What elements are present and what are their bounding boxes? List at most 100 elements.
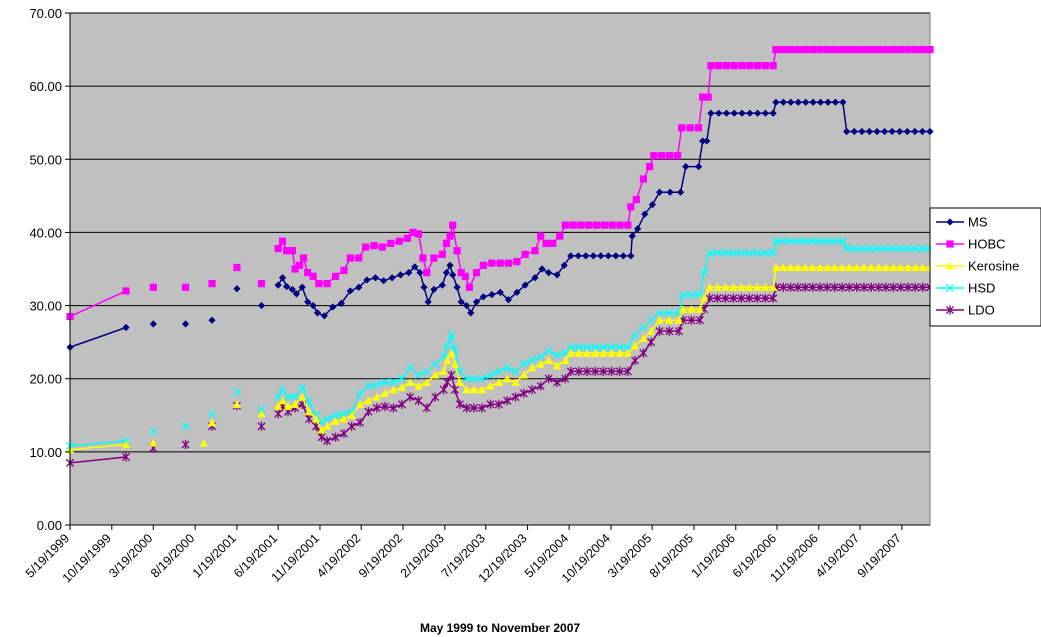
point-hobc: [860, 45, 868, 54]
point-hsd: [769, 248, 778, 257]
point-hsd: [447, 330, 456, 339]
point-hobc: [361, 243, 370, 251]
point-hobc: [658, 152, 666, 160]
point-hobc: [488, 259, 496, 267]
point-hobc: [446, 232, 454, 240]
point-ms: [388, 274, 396, 282]
point-ms: [918, 127, 927, 136]
point-ldo: [462, 403, 471, 413]
point-kerosine: [639, 334, 648, 343]
point-ms: [802, 98, 810, 106]
point-kerosine: [322, 422, 332, 430]
point-kerosine: [705, 283, 714, 291]
point-ldo: [793, 282, 802, 292]
point-hobc: [632, 195, 640, 204]
point-hobc: [453, 247, 461, 255]
point-ldo: [911, 282, 920, 292]
point-ms: [699, 137, 707, 145]
point-hsd: [713, 248, 722, 257]
point-ms: [449, 271, 457, 279]
point-hsd: [380, 378, 390, 387]
point-hsd: [615, 343, 624, 352]
point-hsd: [888, 244, 897, 253]
point-kerosine: [503, 374, 512, 383]
point-ms: [666, 188, 674, 196]
point-hobc: [479, 261, 487, 269]
point-hobc: [346, 254, 354, 262]
point-hobc: [650, 152, 658, 160]
point-kerosine: [699, 294, 709, 302]
point-kerosine: [364, 396, 373, 405]
point-hobc: [387, 239, 395, 247]
point-hsd: [831, 237, 840, 246]
point-ms: [772, 98, 780, 106]
point-hsd: [544, 346, 553, 355]
point-hsd: [274, 392, 283, 402]
point-kerosine: [837, 263, 847, 272]
point-hsd: [903, 244, 912, 253]
y-tick-label: 10.00: [29, 445, 62, 460]
y-tick-label: 20.00: [29, 372, 62, 387]
point-ms: [355, 283, 363, 291]
point-hsd: [389, 378, 398, 387]
point-kerosine: [793, 263, 803, 272]
point-ldo: [380, 401, 390, 412]
point-hsd: [323, 414, 332, 424]
point-ms: [521, 281, 529, 289]
point-hsd: [486, 370, 495, 380]
point-ldo: [486, 399, 495, 409]
point-hsd: [414, 370, 423, 380]
point-hsd: [655, 308, 664, 317]
point-ms: [467, 309, 475, 317]
point-ms: [457, 298, 465, 306]
legend-label-hsd: HSD: [968, 281, 995, 296]
point-hobc: [801, 45, 809, 54]
point-ldo: [583, 366, 592, 376]
point-ldo: [181, 439, 190, 450]
point-hsd: [257, 405, 266, 414]
x-tick-label: 8/19/2000: [148, 531, 197, 580]
legend-marker-kerosine: [945, 261, 955, 270]
point-ldo: [852, 282, 861, 292]
point-ms: [695, 163, 703, 171]
gridlines: [70, 12, 930, 453]
point-ms: [411, 263, 419, 271]
point-hobc: [257, 280, 266, 288]
point-hobc: [695, 124, 703, 132]
point-ms: [304, 298, 312, 306]
point-ldo: [274, 409, 283, 419]
point-hobc: [315, 280, 323, 288]
point-ms: [233, 285, 241, 293]
point-ldo: [737, 293, 746, 303]
point-hobc: [513, 258, 521, 266]
point-kerosine: [566, 349, 575, 357]
point-kerosine: [291, 400, 300, 408]
point-ldo: [623, 366, 632, 376]
point-kerosine: [447, 349, 456, 357]
point-hsd: [761, 248, 770, 257]
point-kerosine: [431, 370, 440, 379]
point-hobc: [738, 62, 746, 70]
point-hsd: [823, 237, 833, 246]
point-hobc: [449, 221, 457, 229]
x-tick-label: 2/19/2003: [398, 531, 447, 580]
legend-item-hsd: HSD: [936, 281, 995, 296]
point-ms: [181, 320, 190, 328]
point-ms: [504, 296, 513, 304]
point-ldo: [867, 282, 876, 292]
point-ldo: [874, 282, 883, 292]
point-ldo: [574, 366, 583, 376]
x-tick-label: 9/19/2002: [356, 531, 405, 580]
point-kerosine: [769, 283, 778, 291]
point-hobc: [457, 269, 465, 277]
point-hsd: [477, 374, 487, 383]
point-kerosine: [815, 263, 825, 272]
point-hobc: [722, 62, 731, 70]
point-hobc: [430, 254, 438, 262]
point-ms: [903, 127, 911, 136]
point-hobc: [442, 239, 451, 247]
point-ldo: [808, 282, 817, 292]
point-hobc: [521, 250, 529, 258]
point-hobc: [542, 239, 550, 247]
point-ms: [761, 109, 770, 117]
